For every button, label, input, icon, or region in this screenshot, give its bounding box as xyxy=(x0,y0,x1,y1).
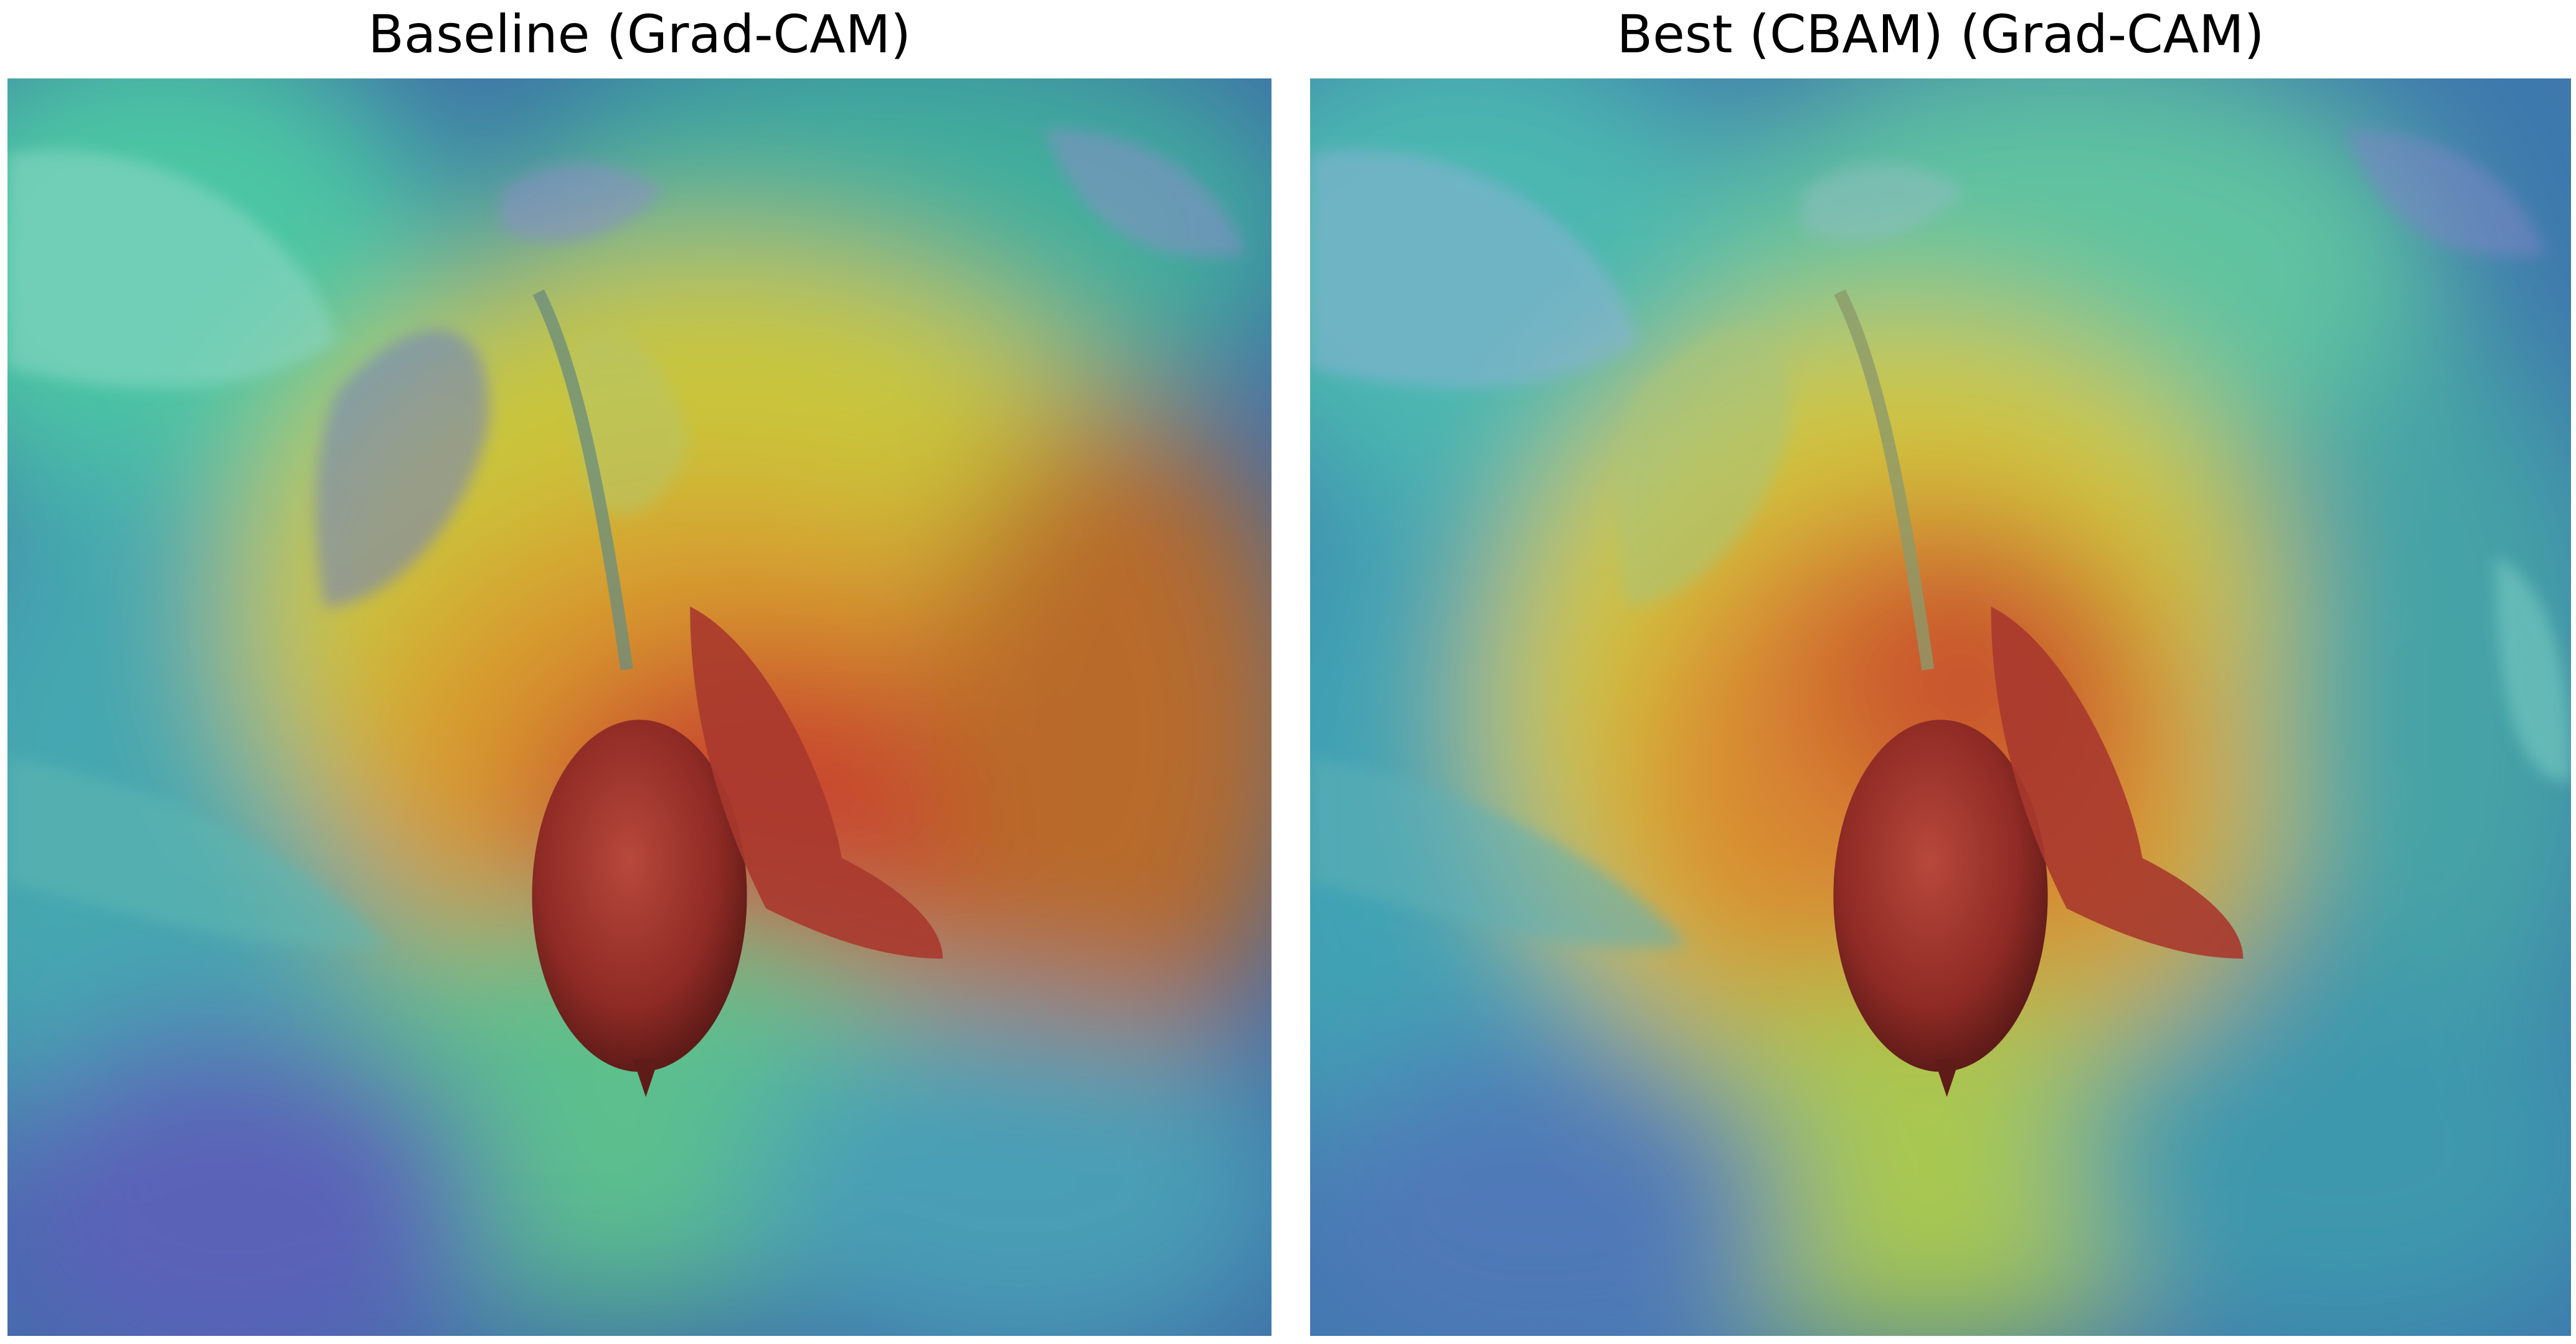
baseline-heatmap-overlay xyxy=(7,78,1271,1336)
panel-title-baseline: Baseline (Grad-CAM) xyxy=(368,4,911,65)
gradcam-baseline-image xyxy=(7,78,1271,1336)
cbam-heatmap-overlay xyxy=(1310,78,2571,1336)
gradcam-cbam-image xyxy=(1310,78,2571,1336)
panel-title-best: Best (CBAM) (Grad-CAM) xyxy=(1616,4,2265,65)
